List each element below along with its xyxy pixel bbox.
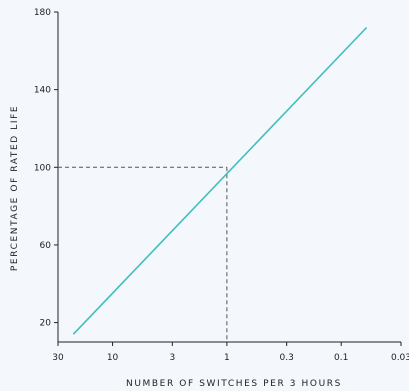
y-tick-label: 60 <box>40 241 52 251</box>
axes <box>57 12 401 343</box>
reference-lines <box>58 166 228 342</box>
x-tick-label: 0.1 <box>334 353 348 363</box>
y-tick-label: 180 <box>34 8 51 18</box>
x-tick-label: 3 <box>169 353 175 363</box>
series-group <box>72 26 368 335</box>
x-tick-label: 1 <box>224 353 230 363</box>
y-tick-label: 140 <box>34 86 51 96</box>
y-tick-label: 20 <box>40 319 52 329</box>
x-tick-label: 0.03 <box>391 353 409 363</box>
y-axis-title: PERCENTAGE OF RATED LIFE <box>10 105 20 271</box>
x-tick-label: 0.3 <box>280 353 294 363</box>
x-tick-label: 30 <box>52 353 64 363</box>
x-tick-label: 10 <box>107 353 119 363</box>
series-line <box>72 26 368 335</box>
x-axis-title: NUMBER OF SWITCHES PER 3 HOURS <box>126 379 342 389</box>
y-tick-label: 100 <box>34 163 51 173</box>
ticks-group: 20 60 100 140 180 30 10 3 1 0.3 0.1 0.03 <box>34 8 409 363</box>
